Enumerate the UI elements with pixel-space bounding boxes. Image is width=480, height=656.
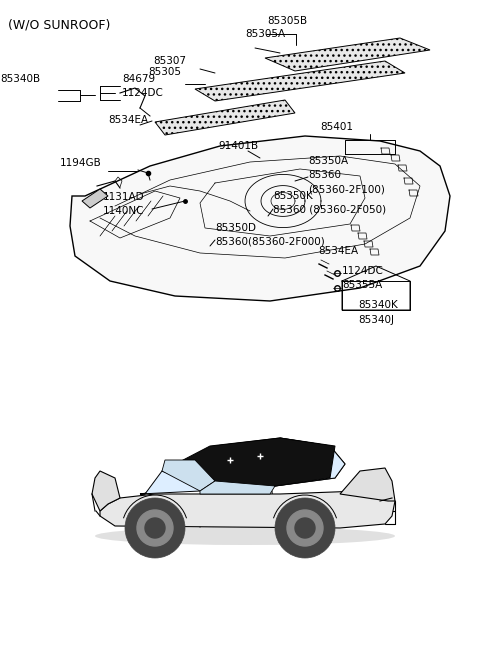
Polygon shape — [155, 100, 295, 135]
Polygon shape — [92, 471, 120, 511]
Text: 85360(85360-2F000): 85360(85360-2F000) — [215, 237, 325, 247]
Text: 85350K: 85350K — [273, 191, 313, 201]
Ellipse shape — [95, 527, 395, 545]
Polygon shape — [140, 471, 210, 494]
Text: 85401: 85401 — [320, 122, 353, 132]
Polygon shape — [265, 38, 430, 71]
Polygon shape — [340, 468, 395, 501]
Text: 85340B: 85340B — [0, 74, 40, 84]
Polygon shape — [275, 438, 345, 486]
Text: 85305B: 85305B — [267, 16, 307, 26]
Polygon shape — [100, 491, 395, 528]
Text: 1124DC: 1124DC — [122, 88, 164, 98]
Circle shape — [137, 510, 173, 546]
Text: 1124DC: 1124DC — [342, 266, 384, 276]
Circle shape — [125, 498, 185, 558]
Circle shape — [287, 510, 323, 546]
Text: 85350A: 85350A — [308, 156, 348, 166]
Text: (W/O SUNROOF): (W/O SUNROOF) — [8, 18, 110, 31]
Text: 85360 (85360-2F050): 85360 (85360-2F050) — [273, 205, 386, 215]
Polygon shape — [162, 460, 215, 491]
Text: 8534EA: 8534EA — [318, 246, 358, 256]
Text: 84679: 84679 — [122, 74, 155, 84]
Text: (85360-2F100): (85360-2F100) — [308, 184, 385, 194]
Text: 1131AD: 1131AD — [103, 192, 144, 202]
Text: 1194GB: 1194GB — [60, 158, 102, 168]
Polygon shape — [200, 481, 275, 494]
Text: 85340J: 85340J — [358, 315, 394, 325]
Polygon shape — [82, 189, 108, 208]
Polygon shape — [162, 438, 335, 488]
Text: 85307: 85307 — [153, 56, 186, 66]
Text: 85360: 85360 — [308, 170, 341, 180]
Text: 85350D: 85350D — [215, 223, 256, 233]
Polygon shape — [140, 438, 345, 494]
Text: 85355A: 85355A — [342, 280, 382, 290]
Text: 85305A: 85305A — [245, 29, 285, 39]
Text: 8534EA: 8534EA — [108, 115, 148, 125]
Polygon shape — [70, 136, 450, 301]
Text: 91401B: 91401B — [218, 141, 258, 151]
Text: 85305: 85305 — [148, 67, 181, 77]
Text: 85340K: 85340K — [358, 300, 398, 310]
Circle shape — [295, 518, 315, 538]
Polygon shape — [195, 61, 405, 101]
Circle shape — [275, 498, 335, 558]
Circle shape — [145, 518, 165, 538]
Text: 1140NC: 1140NC — [103, 206, 144, 216]
